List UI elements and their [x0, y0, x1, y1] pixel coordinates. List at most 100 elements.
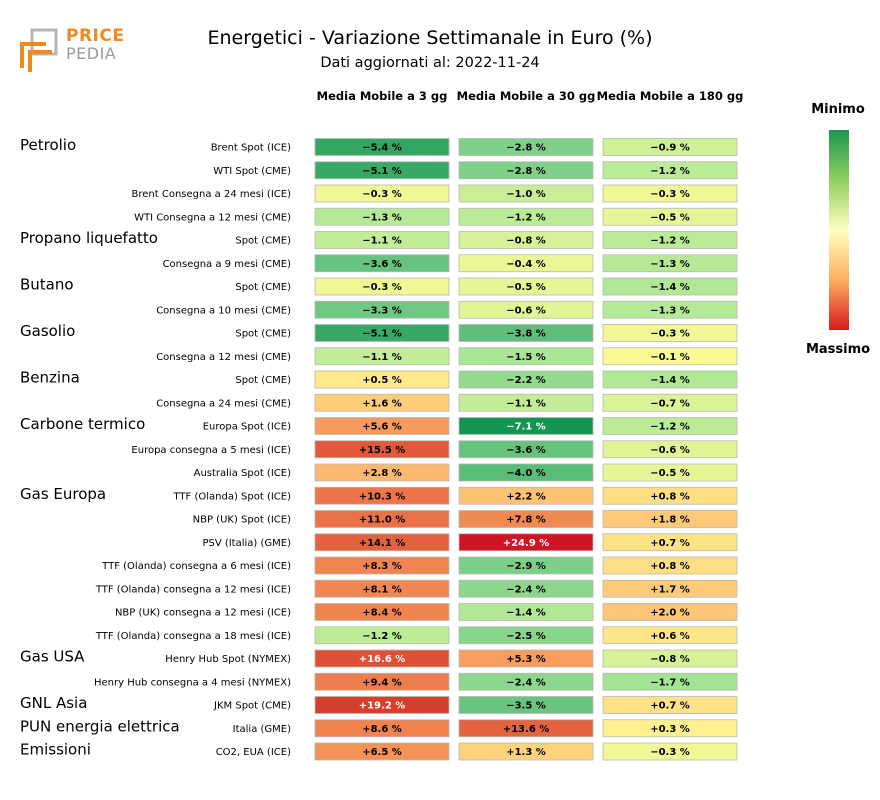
group-label-gnl-asia: GNL Asia [20, 694, 87, 712]
legend-colorbar [829, 130, 849, 330]
heatmap-cell [458, 603, 594, 621]
heatmap-cell-value: −1.4 % [506, 608, 546, 619]
heatmap-cell [314, 184, 450, 203]
heatmap-cell-value: +1.8 % [650, 515, 690, 526]
heatmap-cell-value: −0.5 % [650, 468, 690, 479]
heatmap-cell [602, 556, 738, 575]
heatmap-cell-value: −0.9 % [650, 143, 690, 154]
heatmap-cell-value: −0.6 % [506, 305, 546, 316]
column-header-3gg: Media Mobile a 3 gg [316, 89, 448, 103]
heatmap-cell [314, 161, 450, 180]
heatmap-cell [458, 207, 594, 226]
heatmap-cell [314, 440, 450, 459]
heatmap-cell [602, 417, 738, 435]
row-label: WTI Spot (CME) [213, 166, 291, 177]
heatmap-cell [458, 556, 594, 575]
heatmap-cell [314, 300, 450, 319]
heatmap-cell-value: +6.5 % [362, 747, 402, 758]
group-label-butano: Butano [20, 276, 74, 294]
pricepedia-logo-mark [20, 28, 58, 72]
heatmap-cell [458, 696, 594, 714]
heatmap-cell [602, 393, 738, 412]
heatmap-cell [314, 603, 450, 621]
heatmap-cell [602, 207, 738, 226]
row-label: Spot (CME) [235, 282, 291, 293]
heatmap-cell [458, 300, 594, 319]
row-label: Spot (CME) [235, 329, 291, 340]
heatmap-cell-value: +5.6 % [362, 422, 402, 433]
heatmap-cell [602, 184, 738, 203]
heatmap-cell [602, 277, 738, 296]
heatmap-cell-value: −1.2 % [506, 212, 546, 223]
row-label: Henry Hub consegna a 4 mesi (NYMEX) [94, 677, 291, 688]
heatmap-cell-value: +14.1 % [359, 538, 406, 549]
heatmap-cell-value: −1.2 % [650, 166, 690, 177]
heatmap-cell-value: −1.1 % [362, 352, 402, 363]
heatmap-cell [314, 207, 450, 226]
heatmap-cell [314, 556, 450, 575]
heatmap-cell [458, 579, 594, 598]
heatmap-cell-value: −0.4 % [506, 259, 546, 270]
chart-subtitle: Dati aggiornati al: 2022-11-24 [320, 55, 540, 71]
heatmap-cell [314, 486, 450, 505]
heatmap-cell [602, 440, 738, 459]
heatmap-cell-value: −1.1 % [506, 398, 546, 409]
heatmap-cell-value: +19.2 % [359, 701, 406, 712]
heatmap-cell [458, 463, 594, 482]
heatmap-cell [602, 324, 738, 342]
heatmap-cell [602, 161, 738, 180]
heatmap-cell-value: −2.9 % [506, 561, 546, 572]
heatmap-cell [314, 324, 450, 342]
heatmap-cell-value: −2.8 % [506, 143, 546, 154]
heatmap-cell-value: +7.8 % [506, 515, 546, 526]
heatmap-cell-value: −1.2 % [650, 422, 690, 433]
heatmap-cell-value: +5.3 % [506, 654, 546, 665]
heatmap-cell [458, 324, 594, 342]
heatmap-cell [314, 347, 450, 366]
row-label: Australia Spot (ICE) [194, 468, 291, 479]
heatmap-cell [458, 138, 594, 156]
heatmap-cell-value: −1.2 % [362, 631, 402, 642]
heatmap-cell-value: −3.8 % [506, 329, 546, 340]
heatmap-cell [602, 672, 738, 691]
heatmap-cell [458, 277, 594, 296]
row-label: Italia (GME) [233, 724, 291, 735]
heatmap-cell [314, 463, 450, 482]
heatmap-cell-value: −2.2 % [506, 375, 546, 386]
row-label: Brent Spot (ICE) [211, 143, 291, 154]
heatmap-cell-value: +0.6 % [650, 631, 690, 642]
heatmap-cell-value: −0.6 % [650, 445, 690, 456]
heatmap-cell-value: +1.7 % [650, 584, 690, 595]
heatmap-cell-value: −0.5 % [506, 282, 546, 293]
heatmap-cell [458, 161, 594, 180]
row-label: NBP (UK) consegna a 12 mesi (ICE) [115, 608, 291, 619]
heatmap-cell-value: −1.1 % [362, 236, 402, 247]
row-label: Brent Consegna a 24 mesi (ICE) [132, 189, 292, 200]
row-label: Consegna a 12 mesi (CME) [156, 352, 291, 363]
heatmap-cell [458, 672, 594, 691]
heatmap-cell [602, 719, 738, 738]
heatmap-cell [602, 533, 738, 552]
row-label: PSV (Italia) (GME) [202, 538, 291, 549]
heatmap-cell [458, 533, 594, 552]
row-label: Spot (CME) [235, 375, 291, 386]
row-label: Consegna a 9 mesi (CME) [163, 259, 292, 270]
row-label: Consegna a 10 mesi (CME) [156, 305, 291, 316]
heatmap-cell-value: −0.5 % [650, 212, 690, 223]
heatmap-cell-value: −5.1 % [362, 329, 402, 340]
heatmap-cell [458, 649, 594, 668]
heatmap-cell-value: −7.1 % [506, 422, 546, 433]
heatmap-cell-value: −2.4 % [506, 677, 546, 688]
heatmap-cell-value: +8.3 % [362, 561, 402, 572]
row-label: Spot (CME) [235, 236, 291, 247]
heatmap-cell-value: +2.0 % [650, 608, 690, 619]
heatmap-cell [314, 533, 450, 552]
heatmap-cell-value: −0.3 % [650, 189, 690, 200]
heatmap-cell [314, 510, 450, 528]
heatmap-cell-value: +15.5 % [359, 445, 406, 456]
heatmap-cell [314, 742, 450, 761]
row-label: Europa Spot (ICE) [203, 422, 291, 433]
row-label: TTF (Olanda) consegna a 6 mesi (ICE) [101, 561, 291, 572]
heatmap-cell [458, 393, 594, 412]
heatmap-cell [602, 626, 738, 645]
